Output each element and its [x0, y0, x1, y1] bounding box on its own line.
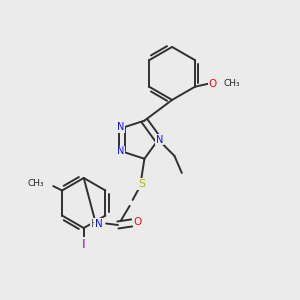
Text: N: N — [117, 146, 124, 157]
Text: CH₃: CH₃ — [223, 79, 240, 88]
Text: O: O — [208, 79, 217, 89]
Text: S: S — [138, 179, 145, 189]
Text: N: N — [156, 135, 164, 145]
Text: I: I — [82, 238, 85, 251]
Text: N: N — [117, 122, 124, 132]
Text: O: O — [134, 217, 142, 227]
Text: H: H — [91, 218, 98, 229]
Text: N: N — [95, 218, 103, 229]
Text: CH₃: CH₃ — [28, 178, 44, 188]
